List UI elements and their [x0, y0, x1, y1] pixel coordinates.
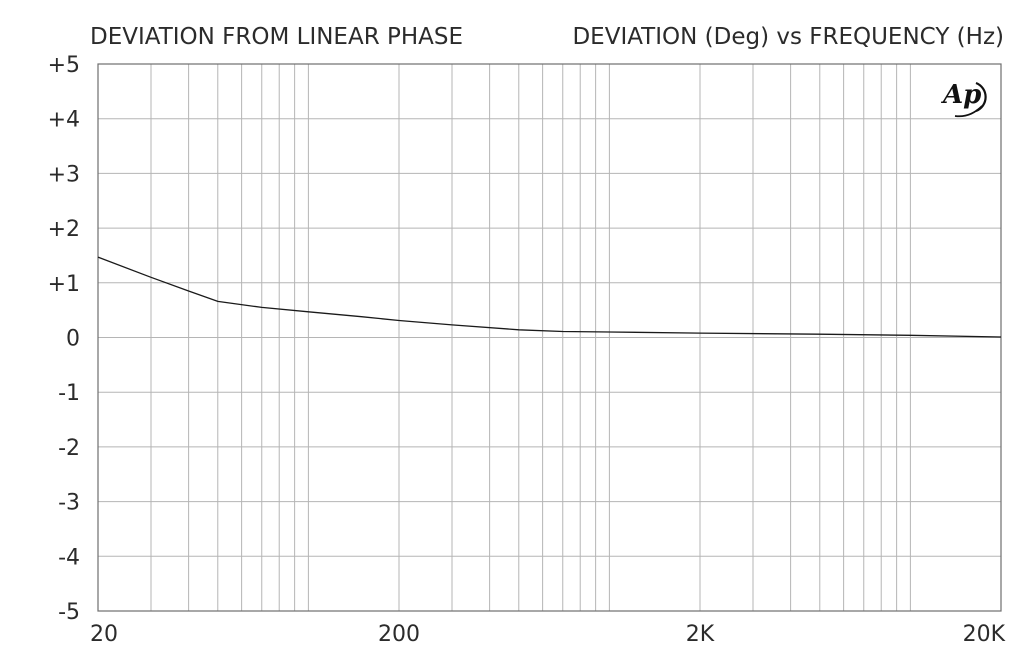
y-tick-label: +1 [48, 272, 80, 297]
y-tick-label: 0 [66, 327, 80, 352]
grid [98, 64, 1001, 611]
chart-title: DEVIATION FROM LINEAR PHASE [90, 24, 463, 50]
y-tick-label: +4 [48, 108, 80, 133]
y-tick-label: -3 [58, 491, 80, 516]
y-tick-label: -1 [58, 381, 80, 406]
plot-frame [97, 63, 1002, 612]
x-tick-label: 2K [686, 622, 715, 647]
logo-swoosh [954, 105, 983, 118]
audio-precision-logo: Ap [940, 80, 987, 118]
logo-text: Ap [940, 80, 981, 110]
x-tick-label: 20K [963, 622, 1006, 647]
x-axis-ticks: 20 200 2K 20K [90, 622, 1006, 647]
x-tick-label: 200 [378, 622, 420, 647]
x-tick-label: 20 [90, 622, 118, 647]
y-tick-label: -2 [58, 436, 80, 461]
series-line [97, 256, 1002, 338]
y-axis-ticks: +5 +4 +3 +2 +1 0 -1 -2 -3 -4 -5 [48, 53, 80, 625]
y-tick-label: +2 [48, 217, 80, 242]
y-tick-label: +5 [48, 53, 80, 78]
y-tick-label: -4 [58, 545, 80, 570]
y-tick-label: +3 [48, 162, 80, 187]
chart-subtitle: DEVIATION (Deg) vs FREQUENCY (Hz) [572, 24, 1004, 50]
y-tick-label: -5 [58, 600, 80, 625]
series-layer [97, 256, 1002, 338]
